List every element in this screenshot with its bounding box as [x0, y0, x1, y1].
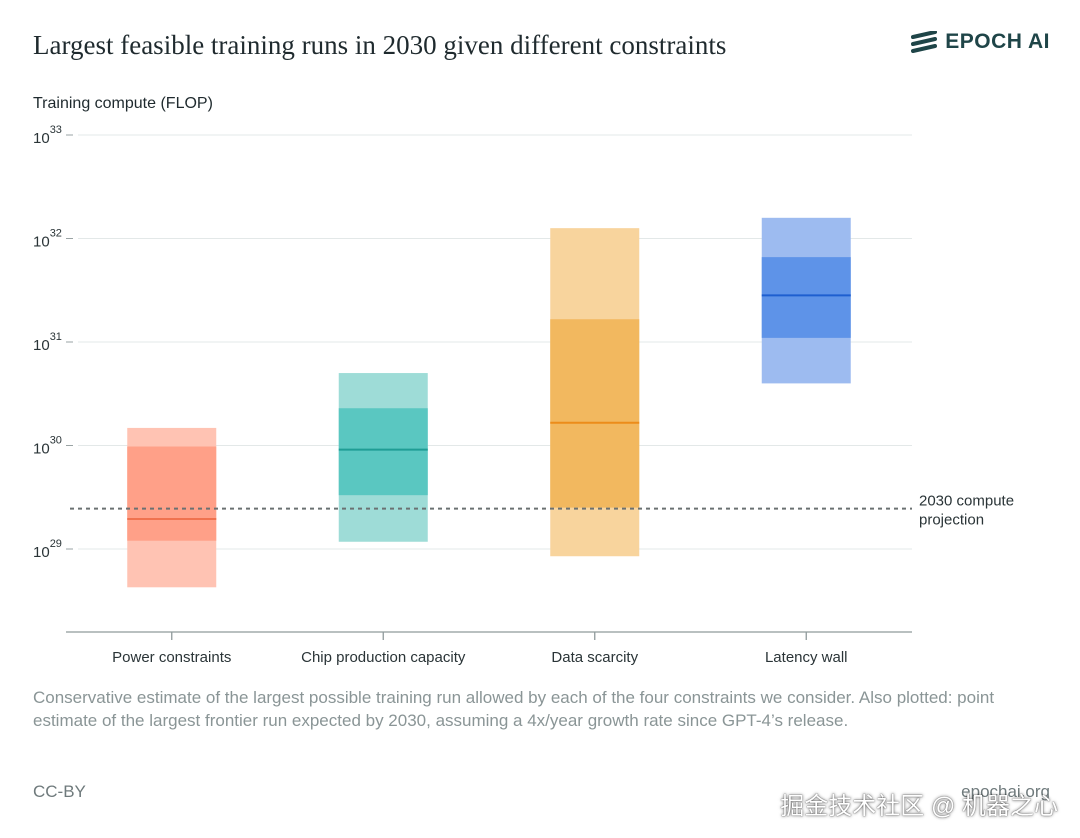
chart-caption: Conservative estimate of the largest pos… — [33, 688, 995, 730]
reference-line-group: 2030 compute projection — [70, 493, 1014, 529]
bar-inner-range — [761, 257, 851, 338]
epoch-ai-logo[interactable]: EPOCH AI — [911, 30, 1050, 54]
y-tick-label: 1029 — [33, 538, 62, 561]
chart-title: Largest feasible training runs in 2030 g… — [33, 30, 727, 60]
x-tick-label: Chip production capacity — [301, 649, 466, 666]
site-link[interactable]: epochai.org — [961, 782, 1050, 801]
y-tick-label: 1030 — [33, 435, 62, 458]
x-tick-label: Data scarcity — [551, 649, 638, 666]
brand-name: EPOCH AI — [945, 30, 1050, 53]
x-tick-label: Power constraints — [112, 649, 231, 666]
bar-inner-range — [127, 446, 217, 541]
reference-line-label: 2030 compute — [919, 493, 1014, 510]
y-tick-label: 1033 — [33, 124, 62, 147]
y-axis-label: Training compute (FLOP) — [33, 95, 213, 112]
bar-inner-range — [338, 408, 428, 496]
x-tick-label: Latency wall — [765, 649, 848, 666]
y-tick-label: 1031 — [33, 331, 62, 354]
watermark: 掘金技术社区 @ 机器之心 — [780, 793, 1058, 820]
license-label: CC-BY — [33, 782, 86, 801]
range-bar-chart: 1029 1030 1031 1032 1033 2030 compute project… — [33, 124, 1014, 666]
epoch-logo-icon — [911, 31, 938, 53]
reference-line-label: projection — [919, 512, 984, 529]
bars — [127, 217, 851, 588]
x-axis: Power constraints Chip production capacit… — [66, 631, 912, 666]
y-tick-label: 1032 — [33, 228, 62, 251]
bar-inner-range — [550, 319, 640, 508]
